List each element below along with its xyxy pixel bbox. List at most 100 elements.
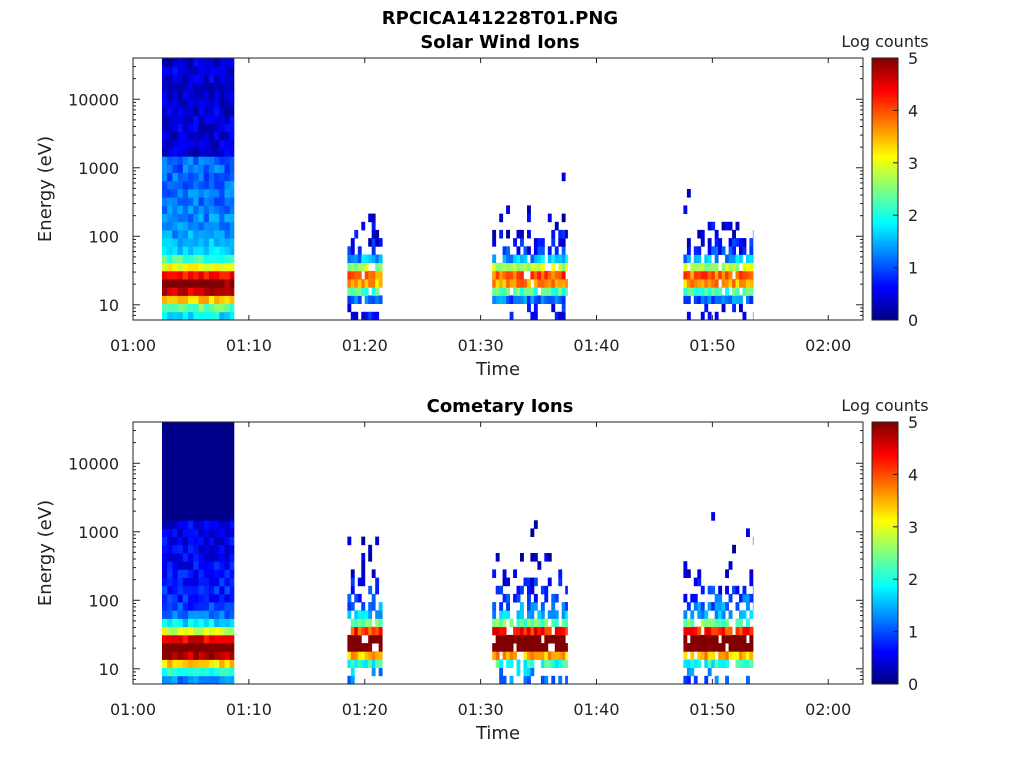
colorbar-segment xyxy=(872,244,898,248)
spectrogram-cell xyxy=(704,675,709,685)
spectrogram-cell xyxy=(167,246,173,255)
spectrogram-cell xyxy=(700,610,705,619)
spectrogram-cell xyxy=(704,287,709,296)
colorbar-segment xyxy=(872,456,898,460)
spectrogram-cell xyxy=(229,438,235,447)
spectrogram-cell xyxy=(193,262,199,272)
spectrogram-cell xyxy=(219,512,225,521)
spectrogram-cell xyxy=(368,295,373,304)
spectrogram-cell xyxy=(224,254,231,264)
spectrogram-cell xyxy=(711,262,716,272)
spectrogram-cell xyxy=(182,602,189,611)
spectrogram-cell xyxy=(203,213,210,223)
spectrogram-cell xyxy=(707,626,712,636)
spectrogram-cell xyxy=(172,585,178,595)
spectrogram-cell xyxy=(172,675,178,685)
spectrogram-cell xyxy=(214,479,220,488)
spectrogram-cell xyxy=(167,634,173,644)
spectrogram-cell xyxy=(506,577,510,587)
spectrogram-cell xyxy=(561,634,566,644)
spectrogram-cell xyxy=(537,561,542,570)
spectrogram-cell xyxy=(203,311,210,321)
colorbar-segment xyxy=(872,89,898,93)
spectrogram-cell xyxy=(371,659,376,668)
spectrogram-cell xyxy=(203,123,210,133)
spectrogram-cell xyxy=(527,675,531,685)
spectrogram-cell xyxy=(167,262,173,272)
spectrogram-cell xyxy=(707,659,712,668)
spectrogram-cell xyxy=(516,229,521,239)
spectrogram-cell xyxy=(214,593,220,603)
spectrogram-cell xyxy=(162,438,168,447)
spectrogram-cell xyxy=(533,520,538,529)
spectrogram-cell xyxy=(732,246,736,255)
spectrogram-cell xyxy=(172,123,178,133)
colorbar-label: Log counts xyxy=(841,396,928,415)
spectrogram-cell xyxy=(499,279,504,288)
spectrogram-cell xyxy=(219,287,225,296)
spectrogram-cell xyxy=(558,651,563,660)
spectrogram-cell xyxy=(728,643,733,652)
spectrogram-cell xyxy=(742,262,747,272)
spectrogram-cell xyxy=(188,287,194,296)
colorbar-segment xyxy=(872,463,898,468)
spectrogram-cell xyxy=(530,585,535,595)
spectrogram-cell xyxy=(732,229,736,239)
spectrogram-cell xyxy=(558,254,563,264)
spectrogram-cell xyxy=(697,610,702,619)
spectrogram-cell xyxy=(224,98,231,108)
spectrogram-cell xyxy=(214,172,220,182)
spectrogram-cell xyxy=(182,180,189,190)
colorbar-segment xyxy=(872,204,898,208)
spectrogram-cell xyxy=(224,593,231,603)
spectrogram-cell xyxy=(193,569,199,578)
spectrogram-cell xyxy=(167,148,173,157)
spectrogram-cell xyxy=(558,659,563,668)
spectrogram-cell xyxy=(509,262,514,272)
spectrogram-cell xyxy=(208,503,215,513)
spectrogram-cell xyxy=(219,528,225,537)
spectrogram-cell xyxy=(502,295,507,304)
x-axis-label: Time xyxy=(475,723,520,744)
spectrogram-cell xyxy=(686,569,691,578)
spectrogram-cell xyxy=(188,667,194,677)
spectrogram-cell xyxy=(224,180,231,190)
spectrogram-cell xyxy=(208,610,215,619)
spectrogram-cell xyxy=(697,295,702,304)
spectrogram-cell xyxy=(188,446,194,456)
spectrogram-cell xyxy=(495,643,500,652)
spectrogram-cell xyxy=(193,593,199,603)
spectrogram-cell xyxy=(188,618,194,628)
spectrogram-cell xyxy=(224,569,231,578)
spectrogram-cell xyxy=(527,585,531,595)
spectrogram-cell xyxy=(193,503,199,513)
colorbar-segment xyxy=(872,424,898,428)
colorbar-segment xyxy=(872,291,898,295)
spectrogram-cell xyxy=(167,487,173,497)
spectrogram-cell xyxy=(565,618,568,628)
spectrogram-cell xyxy=(375,626,380,636)
spectrogram-cell xyxy=(537,651,542,660)
spectrogram-cell xyxy=(347,536,352,546)
spectrogram-cell xyxy=(208,634,215,644)
colorbar-segment xyxy=(872,202,898,206)
y-axis-label: Energy (eV) xyxy=(35,136,56,242)
colorbar-segment xyxy=(872,649,898,654)
spectrogram-cell xyxy=(686,189,691,198)
spectrogram-cell xyxy=(203,156,210,165)
spectrogram-cell xyxy=(193,634,199,644)
spectrogram-cell xyxy=(188,74,194,83)
spectrogram-cell xyxy=(711,512,716,521)
spectrogram-cell xyxy=(172,602,178,611)
spectrogram-cell xyxy=(690,279,695,288)
colorbar-segment xyxy=(872,259,898,263)
spectrogram-cell xyxy=(375,279,380,288)
colorbar-segment xyxy=(872,566,898,570)
colorbar-segment xyxy=(872,610,898,614)
spectrogram-cell xyxy=(214,90,220,100)
spectrogram-cell xyxy=(172,643,178,652)
spectrogram-cell xyxy=(214,651,220,660)
spectrogram-cell xyxy=(208,123,215,133)
spectrogram-cell xyxy=(172,107,178,116)
spectrogram-cell xyxy=(214,634,220,644)
